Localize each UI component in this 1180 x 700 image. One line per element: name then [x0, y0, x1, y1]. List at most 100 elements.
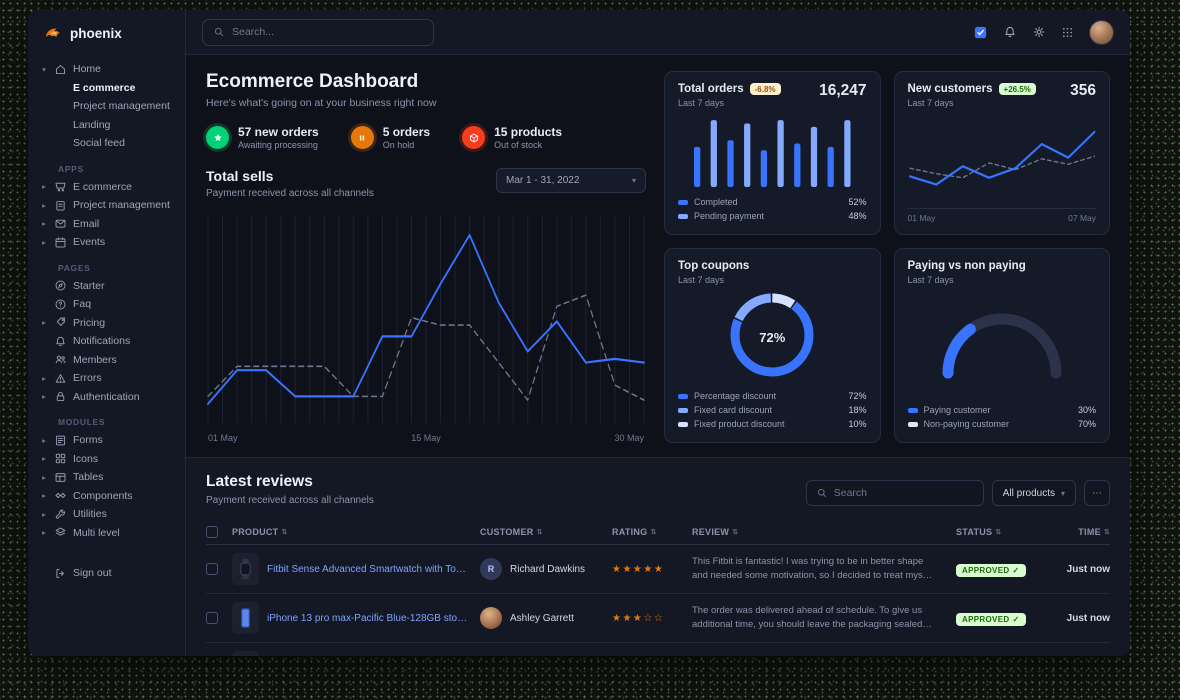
customer-name: Ashley Garrett: [510, 612, 574, 624]
product-thumbnail[interactable]: [232, 651, 259, 656]
sidebar-item-landing[interactable]: Landing: [73, 118, 111, 131]
column-header-time[interactable]: TIME ⇅: [1078, 526, 1110, 537]
sidebar-item-e-commerce[interactable]: E commerce: [73, 81, 136, 94]
product-link[interactable]: iPhone 13 pro max-Pacific Blue-128GB sto…: [267, 612, 468, 624]
clipboard-icon: [56, 200, 65, 211]
sidebar-item-faq[interactable]: Faq: [28, 295, 185, 314]
sidebar-item-members[interactable]: Members: [28, 351, 185, 370]
card-period: Last 7 days: [907, 275, 954, 285]
sort-icon: ⇅: [281, 528, 288, 536]
sidebar-item-starter[interactable]: Starter: [28, 277, 185, 296]
select-all-checkbox[interactable]: [206, 525, 218, 538]
apps-grid-button[interactable]: [1061, 26, 1074, 39]
paying-gauge-chart: [942, 313, 1062, 378]
x-axis-labels: 01 May 15 May 30 May: [208, 433, 644, 443]
sign-out-icon: [56, 568, 64, 578]
stat-badge: [462, 126, 486, 149]
row-checkbox[interactable]: [206, 612, 218, 624]
search-icon: [214, 27, 224, 37]
column-header-rating[interactable]: RATING ⇅: [612, 526, 657, 537]
sidebar-item-authentication[interactable]: ▸ Authentication: [28, 388, 185, 407]
user-avatar[interactable]: [1089, 19, 1114, 45]
reviews-search-input[interactable]: [833, 487, 974, 499]
review-time: Just now: [1066, 612, 1110, 624]
change-badge: -6.8%: [749, 83, 781, 95]
caret-right-icon: ▸: [42, 219, 46, 229]
product-filter-button[interactable]: All products ▾: [991, 480, 1076, 506]
brand-name: phoenix: [70, 25, 122, 41]
global-search[interactable]: [202, 18, 434, 46]
sort-icon: ⇅: [536, 528, 543, 536]
donut-center-label: 72%: [759, 329, 786, 345]
total-sells-title: Total sells: [206, 168, 274, 184]
apps-grid-icon: [1063, 27, 1072, 37]
brand-logo[interactable]: phoenix: [28, 10, 185, 56]
column-header-product[interactable]: PRODUCT ⇅: [232, 526, 288, 537]
sidebar-item-social-feed[interactable]: Social feed: [73, 137, 125, 150]
x-axis-labels: 01 May 07 May: [907, 208, 1096, 223]
legend-item: Completed 52%: [678, 195, 867, 209]
sort-icon: ⇅: [995, 528, 1002, 536]
sidebar-item-project-management[interactable]: Project management: [73, 100, 170, 113]
sidebar-item-utilities[interactable]: ▸ Utilities: [28, 505, 185, 524]
sidebar-section-title: APPS: [58, 163, 84, 174]
sidebar-item-multi-level[interactable]: ▸ Multi level: [28, 524, 185, 543]
total-orders-card: Total orders -6.8% Last 7 days 16,247 Co…: [664, 71, 881, 235]
card-title: Paying vs non paying: [907, 260, 1026, 272]
chevron-down-icon: ▾: [631, 176, 636, 185]
paying-vs-non-paying-card: Paying vs non paying Last 7 days Paying …: [893, 248, 1110, 443]
caret-right-icon: ▸: [42, 392, 46, 402]
row-checkbox[interactable]: [206, 563, 218, 575]
sidebar-item-errors[interactable]: ▸ Errors: [28, 369, 185, 388]
sidebar-item-icons[interactable]: ▸ Icons: [28, 450, 185, 469]
gear-icon: [1033, 26, 1045, 38]
product-thumbnail[interactable]: [232, 602, 259, 634]
caret-right-icon: ▸: [42, 491, 46, 501]
caret-right-icon: ▸: [42, 200, 46, 210]
more-actions-button[interactable]: ⋯: [1084, 480, 1110, 506]
sidebar-item-forms[interactable]: ▸ Forms: [28, 431, 185, 450]
chevron-down-icon: ▾: [1060, 488, 1065, 498]
caret-right-icon: ▸: [42, 509, 46, 519]
sort-icon: ⇅: [650, 528, 657, 536]
settings-gear-button[interactable]: [1032, 25, 1046, 39]
notifications-bell-button[interactable]: [1003, 25, 1017, 39]
theme-toggle-checkbox[interactable]: [973, 25, 988, 40]
sidebar-section-title: PAGES: [58, 262, 91, 273]
sidebar-item-home[interactable]: ▾ Home: [28, 60, 185, 79]
check-icon: ✓: [1012, 615, 1020, 624]
date-range-select[interactable]: Mar 1 - 31, 2022 ▾: [496, 168, 646, 193]
global-search-input[interactable]: [232, 26, 423, 38]
components-icon: [55, 493, 66, 499]
latest-reviews-section: Latest reviews Payment received across a…: [186, 457, 1130, 656]
page-title: Ecommerce Dashboard: [206, 71, 419, 92]
column-header-review[interactable]: REVIEW ⇅: [692, 526, 739, 537]
sidebar-item-email[interactable]: ▸ Email: [28, 215, 185, 234]
caret-right-icon: ▸: [42, 435, 46, 445]
home-icon: [55, 64, 66, 74]
sidebar-item-components[interactable]: ▸ Components: [28, 487, 185, 506]
reviews-search[interactable]: [805, 480, 984, 506]
legend-swatch: [907, 407, 918, 413]
total-orders-chart: [694, 120, 851, 187]
product-thumbnail[interactable]: [232, 553, 259, 585]
change-badge: +26.5%: [998, 83, 1036, 95]
sidebar-item-events[interactable]: ▸ Events: [28, 233, 185, 252]
check-icon: ✓: [1012, 566, 1020, 575]
sidebar-item-e-commerce[interactable]: ▸ E commerce: [28, 178, 185, 197]
status-badge: APPROVED ✓: [956, 613, 1026, 626]
sidebar-item-project-management[interactable]: ▸ Project management: [28, 196, 185, 215]
status-badge: APPROVED ✓: [956, 564, 1026, 577]
product-link[interactable]: Fitbit Sense Advanced Smartwatch with To…: [267, 563, 468, 575]
sidebar-item-notifications[interactable]: Notifications: [28, 332, 185, 351]
lock-icon: [56, 392, 65, 402]
column-header-customer[interactable]: CUSTOMER ⇅: [480, 526, 543, 537]
latest-reviews-title: Latest reviews: [206, 473, 313, 490]
stat-badge: [206, 126, 229, 149]
column-header-status[interactable]: STATUS ⇅: [956, 526, 1002, 537]
sidebar-item-pricing[interactable]: ▸ Pricing: [28, 314, 185, 333]
sidebar-item-tables[interactable]: ▸ Tables: [28, 468, 185, 487]
legend-swatch: [678, 393, 688, 399]
compass-icon: [55, 280, 66, 291]
sign-out-button[interactable]: Sign out: [28, 564, 185, 583]
